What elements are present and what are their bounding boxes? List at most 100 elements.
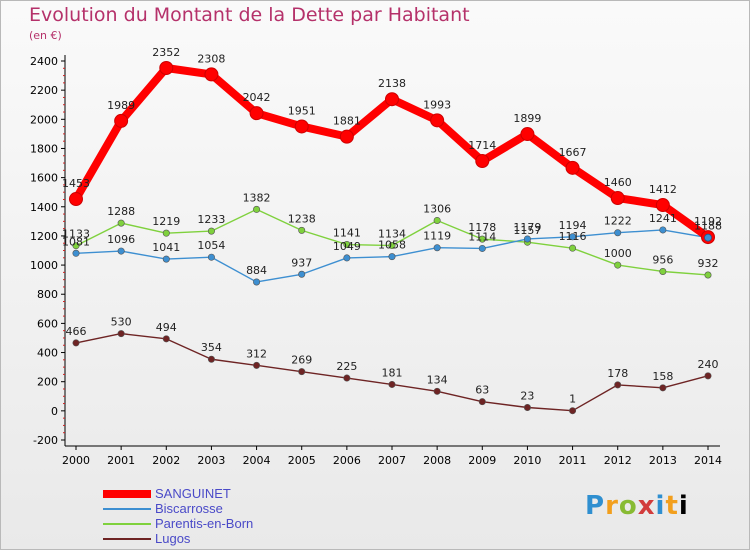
data-point [704,271,712,279]
legend-item-lugos: Lugos [103,531,253,546]
data-label: 1188 [694,220,722,233]
data-label: 63 [475,384,489,397]
data-label: 494 [156,321,177,334]
x-tick-label: 2002 [152,454,180,467]
data-label: 884 [246,264,267,277]
y-tick-label: 1600 [30,172,58,185]
data-label: 1714 [468,139,496,152]
data-label: 1460 [604,176,632,189]
data-label: 1081 [62,235,90,248]
y-tick-label: 600 [37,317,58,330]
data-point [298,226,306,234]
data-label: 2352 [152,46,180,59]
data-point [388,253,396,261]
data-point [614,381,622,389]
y-tick-label: 1400 [30,201,58,214]
data-label: 240 [698,358,719,371]
data-point [610,191,625,206]
data-label: 1238 [288,212,316,225]
y-tick-label: 1000 [30,259,58,272]
data-label: 1989 [107,99,135,112]
data-point [159,60,174,75]
data-label: 1219 [152,215,180,228]
legend-swatch-biscarrosse [103,507,151,510]
x-tick-label: 2011 [559,454,587,467]
y-tick-label: 2200 [30,84,58,97]
y-tick-label: -200 [33,434,58,447]
data-point [385,92,399,107]
data-label: 932 [698,257,719,270]
x-tick-label: 2006 [333,454,361,467]
data-point [569,407,577,415]
data-label: 1993 [423,98,451,111]
data-point [430,113,445,128]
data-label: 225 [336,360,357,373]
data-label: 1000 [604,247,632,260]
legend-swatch-lugos [103,537,151,540]
data-point [523,403,531,411]
data-label: 1453 [62,177,90,190]
x-tick-label: 2009 [468,454,496,467]
data-label: 1881 [333,115,361,128]
data-point [207,227,215,235]
data-point [655,198,670,213]
x-tick-label: 2003 [197,454,225,467]
data-point [72,339,80,347]
data-point [162,335,170,343]
data-label: 1054 [197,239,225,252]
data-label: 530 [111,316,132,329]
data-point [659,267,667,275]
data-label: 1157 [513,224,541,237]
legend-swatch-sanguinet [103,489,151,498]
data-point [204,67,219,82]
data-point [343,374,351,382]
data-point [704,372,712,380]
data-point [388,242,396,250]
data-label: 1899 [513,112,541,125]
data-label: 1178 [468,221,496,234]
y-tick-label: 200 [37,376,58,389]
x-tick-label: 2004 [243,454,271,467]
data-label: 1412 [649,183,677,196]
data-point [343,241,351,249]
data-point [162,255,170,263]
data-point [569,233,577,241]
y-tick-label: 2400 [30,55,58,68]
data-point [523,235,531,243]
y-tick-label: 1200 [30,230,58,243]
data-point [478,398,486,406]
data-point [117,247,125,255]
data-point [659,384,667,392]
data-point [117,330,125,338]
data-label: 181 [382,366,403,379]
data-label: 312 [246,347,267,360]
data-label: 1133 [62,228,90,241]
data-point [388,380,396,388]
data-point [162,229,170,237]
data-point [69,192,83,207]
data-point [339,129,354,144]
data-label: 2308 [197,52,225,65]
x-tick-label: 2008 [423,454,451,467]
data-point [569,244,577,252]
data-point [343,254,351,262]
data-label: 937 [291,256,312,269]
data-point [253,278,261,286]
y-tick-label: 800 [37,288,58,301]
legend-item-sanguinet: SANGUINET [103,486,253,501]
data-label: 1179 [513,221,541,234]
data-label: 1222 [604,215,632,228]
x-tick-label: 2001 [107,454,135,467]
data-point [207,355,215,363]
legend: SANGUINET Biscarrosse Parentis-en-Born L… [103,486,253,546]
legend-label-biscarrosse: Biscarrosse [155,501,223,516]
data-label: 1194 [559,219,587,232]
data-label: 1192 [694,215,722,228]
data-label: 1241 [649,212,677,225]
data-label: 1116 [559,230,587,243]
data-point [433,216,441,224]
data-point [117,219,125,227]
data-label: 1 [569,393,576,406]
